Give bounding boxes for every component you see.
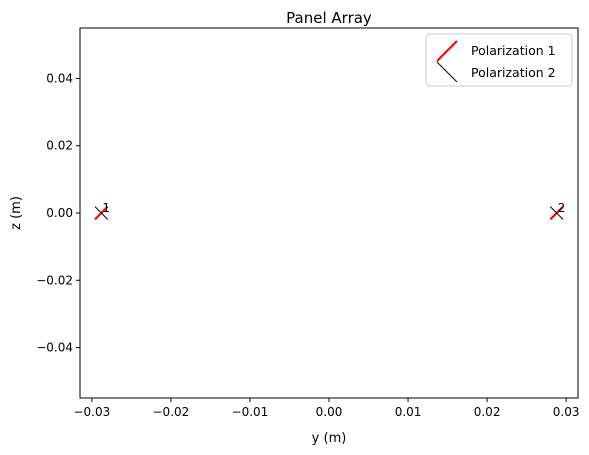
x-axis-label: y (m): [312, 431, 347, 446]
y-tick-label: 0.00: [46, 206, 73, 220]
y-tick-label: 0.02: [46, 139, 73, 153]
y-tick-label: −0.04: [36, 341, 73, 355]
y-axis-ticks: 0.04 0.02 0.00 −0.02 −0.04: [36, 71, 80, 355]
x-tick-label: 0.02: [474, 405, 501, 419]
x-tick-label: −0.01: [232, 405, 269, 419]
legend-label-polarization-2: Polarization 2: [471, 65, 556, 80]
x-tick-label: −0.02: [153, 405, 190, 419]
x-axis-ticks: −0.03 −0.02 −0.01 0.00 0.01 0.02 0.03: [73, 398, 580, 419]
marker-layer: [94, 205, 564, 221]
x-tick-label: 0.01: [395, 405, 422, 419]
legend: Polarization 1 Polarization 2: [425, 33, 573, 87]
y-tick-label: −0.02: [36, 273, 73, 287]
element-label-1: 1: [102, 201, 110, 215]
legend-frame: [425, 33, 573, 87]
polarization-2-marker-element-2: [549, 206, 564, 220]
element-label-2: 2: [558, 201, 566, 215]
legend-marker-polarization-1: [436, 40, 458, 62]
legend-marker-polarization-2: [436, 61, 458, 83]
chart-title: Panel Array: [286, 9, 372, 27]
x-tick-label: 0.03: [553, 405, 580, 419]
legend-label-polarization-1: Polarization 1: [471, 43, 556, 58]
plot-area: [80, 28, 578, 398]
x-tick-label: −0.03: [73, 405, 110, 419]
y-tick-label: 0.04: [46, 71, 73, 85]
x-tick-label: 0.00: [316, 405, 343, 419]
y-axis-label: z (m): [9, 196, 24, 230]
polarization-2-marker-element-1: [94, 206, 109, 220]
